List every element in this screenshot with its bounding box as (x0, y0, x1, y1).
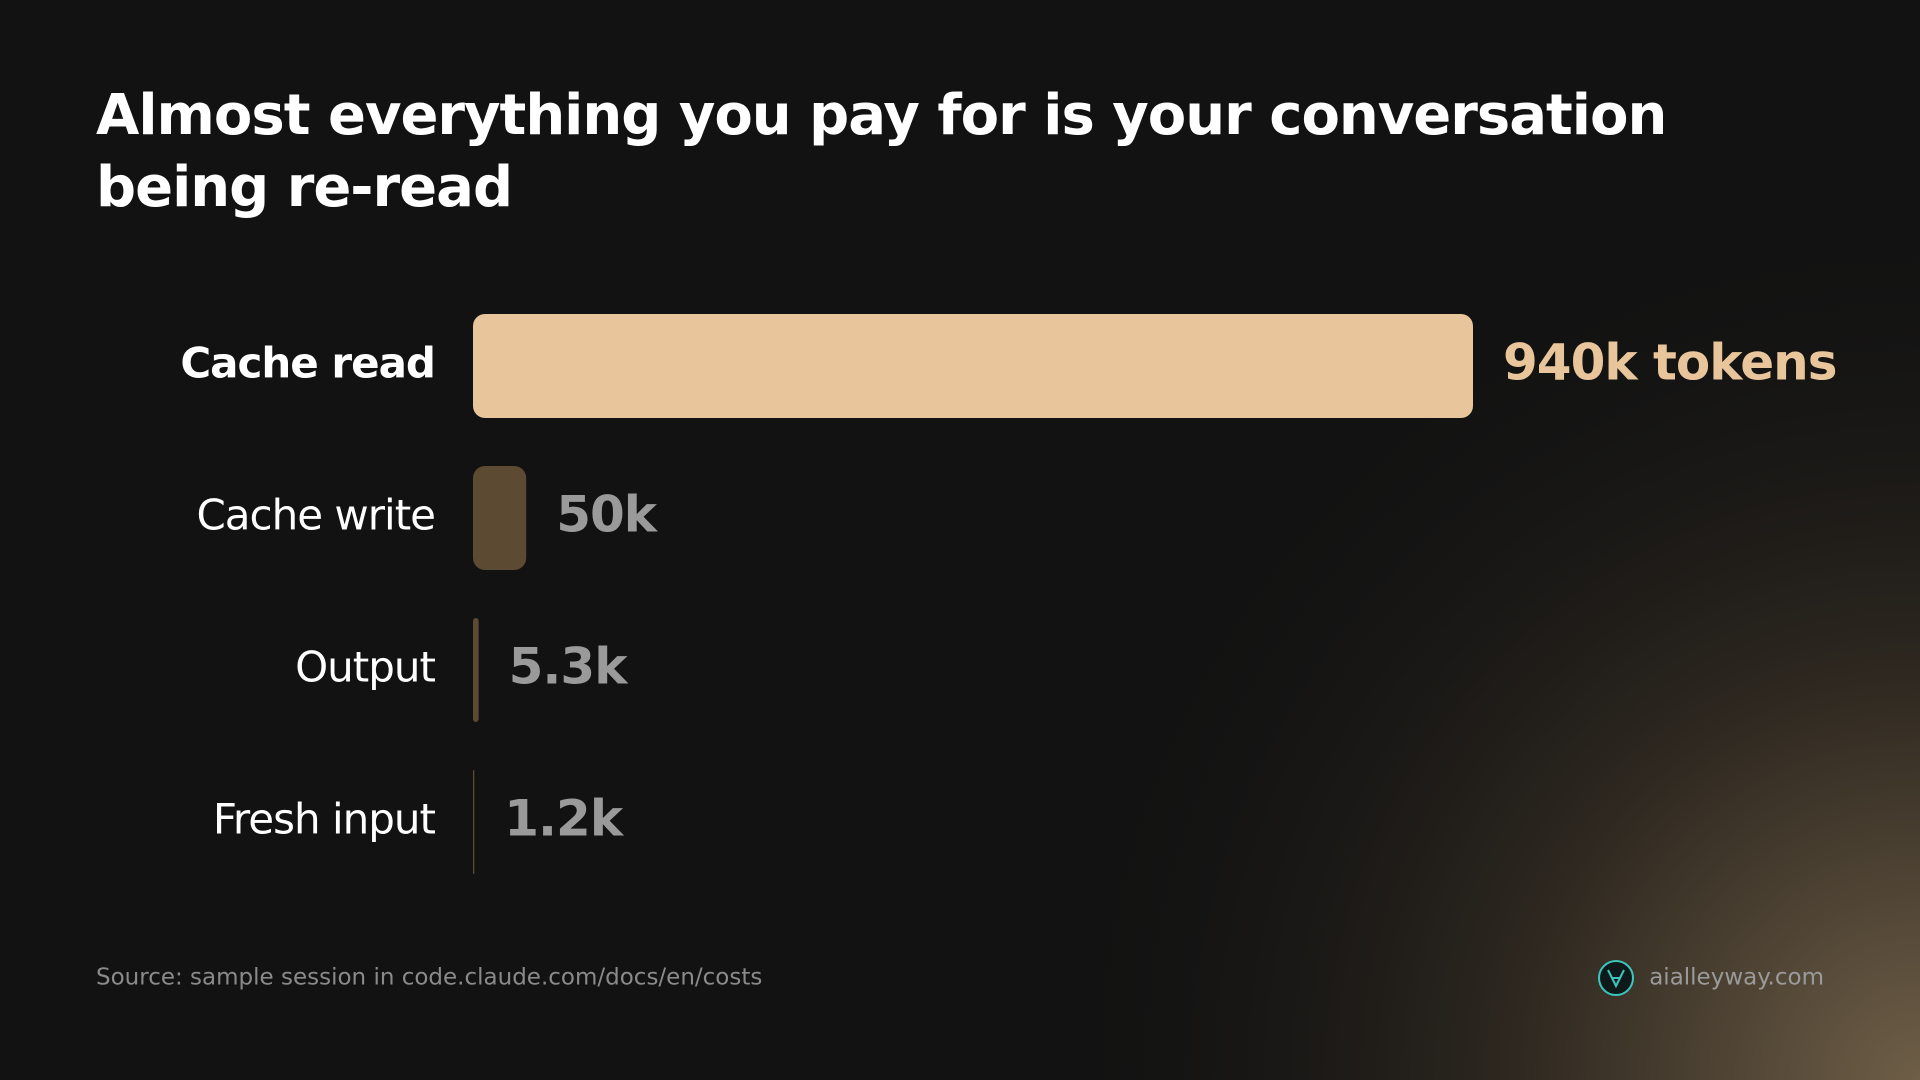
category-label: Cache read (180, 339, 435, 388)
bar (473, 314, 1473, 418)
value-label: 1.2k (504, 790, 625, 848)
category-label: Fresh input (213, 795, 436, 844)
bar (473, 770, 475, 874)
value-label: 940k tokens (1503, 334, 1836, 392)
value-label: 50k (556, 486, 659, 544)
category-label: Output (295, 643, 435, 692)
value-label: 5.3k (509, 638, 630, 696)
brand-name: aialleyway.com (1649, 965, 1824, 991)
brand-logo-mark (1607, 969, 1625, 989)
chart-title: Almost everything you pay for is your co… (96, 83, 1667, 220)
category-label: Cache write (196, 491, 435, 540)
plot: Cache read 940k tokens Cache write 50k Outpu… (180, 314, 1837, 874)
title-box: Almost everything you pay for is your co… (96, 83, 1667, 220)
source-note: Source: sample session in code.claude.co… (96, 965, 762, 991)
bar (473, 618, 479, 722)
bar (473, 466, 527, 570)
